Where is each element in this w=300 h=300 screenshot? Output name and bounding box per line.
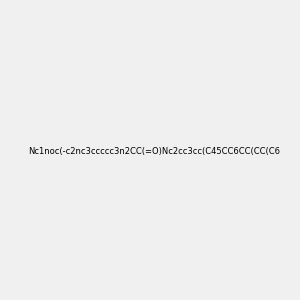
Text: Nc1noc(-c2nc3ccccc3n2CC(=O)Nc2cc3cc(C45CC6CC(CC(C6: Nc1noc(-c2nc3ccccc3n2CC(=O)Nc2cc3cc(C45C…: [28, 147, 280, 156]
